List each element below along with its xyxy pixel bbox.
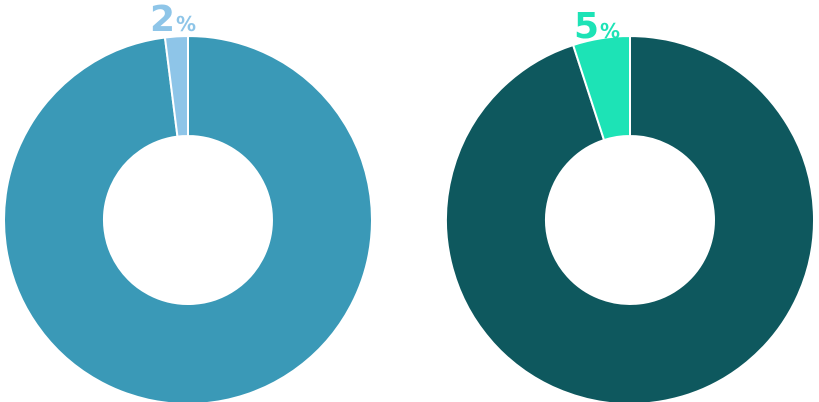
donut-right-slice-remainder bbox=[445, 35, 815, 402]
donut-left-percent-symbol: % bbox=[176, 12, 196, 36]
donut-chart-left: 2% bbox=[3, 0, 373, 402]
donut-chart-right: 5% bbox=[445, 6, 815, 402]
donut-left-slice-remainder bbox=[3, 35, 373, 402]
donut-right-slice-highlight bbox=[572, 35, 631, 142]
donut-right-percent-symbol: % bbox=[600, 19, 620, 43]
donut-right-percent-value: 5 bbox=[574, 6, 599, 47]
donut-right-percent-label: 5% bbox=[574, 6, 620, 47]
donut-left-percent-value: 2 bbox=[150, 0, 175, 40]
donut-left-percent-label: 2% bbox=[150, 0, 196, 40]
donut-left-slice-highlight bbox=[163, 35, 189, 138]
